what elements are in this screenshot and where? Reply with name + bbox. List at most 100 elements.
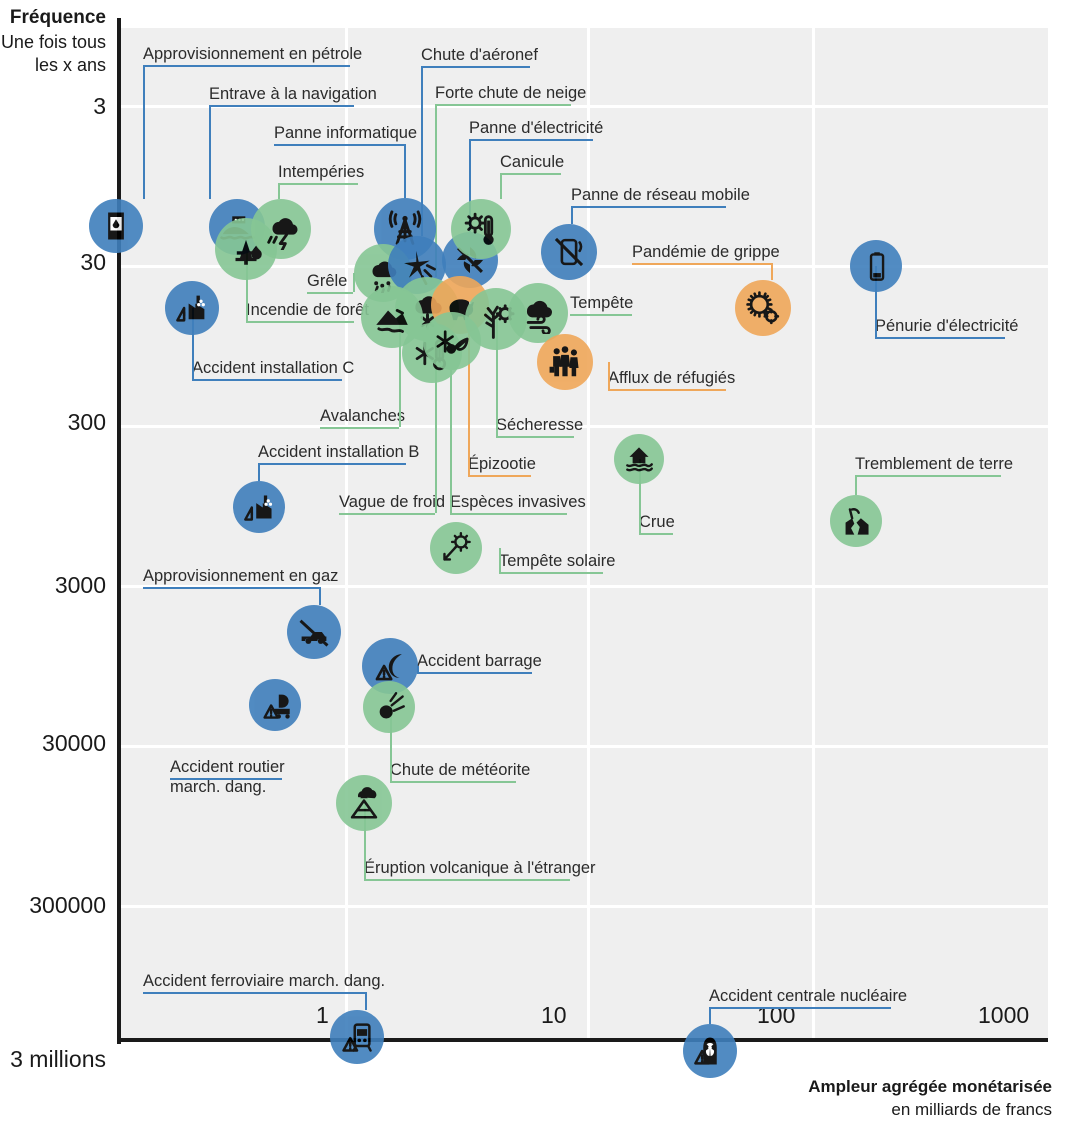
x-tick-3: 1000: [978, 1002, 1030, 1028]
x-tick-0: 1: [316, 1002, 329, 1028]
dam-accident-icon: [375, 654, 402, 681]
callout-label: Tempête solaire: [499, 552, 616, 570]
callout-label: Panne d'électricité: [469, 119, 604, 137]
flood-house-icon: [626, 447, 653, 472]
x-axis-subtitle: en milliards de francs: [891, 1099, 1052, 1119]
rail-hazmat-accident-icon: [342, 1023, 372, 1052]
y-tick-4: 30000: [42, 730, 106, 756]
road-hazmat-accident-icon: [262, 694, 290, 719]
bubble-tremblement-de-terre[interactable]: [830, 495, 882, 547]
y-tick-5: 300000: [29, 892, 106, 918]
windstorm-icon: [526, 300, 552, 334]
callout-label: Incendie de forêt: [246, 301, 369, 319]
nuclear-plant-accident-icon: [694, 1037, 717, 1065]
callout-label: Tempête: [570, 294, 634, 312]
callout-label: Grêle: [307, 272, 348, 290]
battery-low-icon: [869, 251, 884, 281]
x-axis-title: Ampleur agrégée monétarisée: [808, 1077, 1052, 1096]
bubble-temp-te-solaire[interactable]: [430, 522, 482, 574]
bubble-ruption-volcanique-l-tranger[interactable]: [336, 775, 392, 831]
solar-storm-icon: [442, 531, 471, 561]
y-axis-subtitle-line1: Une fois tous: [0, 31, 106, 52]
avalanche-icon: [376, 308, 408, 333]
callout-label: Canicule: [500, 153, 565, 171]
callout-label: Vague de froid: [339, 493, 446, 511]
gridline-horizontal-3: [120, 105, 1048, 108]
bubble-afflux-de-r-fugi-s[interactable]: [537, 334, 593, 390]
y-tick-1: 30: [80, 249, 106, 275]
virus-icon: [746, 291, 780, 325]
y-tick-6: 3 millions: [10, 1046, 106, 1072]
bubble-accident-installation-b[interactable]: [233, 481, 285, 533]
callout-label: Éruption volcanique à l'étranger: [364, 859, 596, 877]
y-axis-line: [117, 18, 121, 1044]
bubble-approvisionnement-en-gaz[interactable]: [287, 605, 341, 659]
y-axis-subtitle-line2: les x ans: [34, 55, 106, 76]
callout-label: Espèces invasives: [450, 493, 586, 511]
gridline-horizontal-300000: [120, 905, 1048, 908]
gridline-horizontal-300: [120, 425, 1048, 428]
earthquake-icon: [845, 507, 869, 535]
callout-label: Intempéries: [278, 163, 365, 181]
industrial-accident-icon: [176, 295, 205, 322]
bubble-canicule[interactable]: [451, 199, 511, 259]
bubble-accident-installation-c[interactable]: [165, 281, 219, 335]
callout-label: Avalanches: [320, 407, 406, 425]
callout-label: march. dang.: [170, 778, 267, 796]
gridline-horizontal-30000: [120, 745, 1048, 748]
callout-label: Épizootie: [468, 455, 536, 473]
bubble-crue[interactable]: [614, 434, 664, 484]
bubble-chute-de-m-t-orite[interactable]: [363, 681, 415, 733]
y-tick-0: 3: [93, 93, 106, 119]
y-axis-title: Fréquence: [9, 7, 106, 28]
bubble-intemp-ries[interactable]: [251, 199, 311, 259]
bubble-p-nurie-d-lectricit[interactable]: [850, 240, 902, 292]
callout-label: Chute de météorite: [390, 761, 531, 779]
callout-label: Forte chute de neige: [435, 84, 587, 102]
y-tick-2: 300: [67, 409, 106, 435]
callout-label: Sécheresse: [496, 416, 584, 434]
bubble-temp-te[interactable]: [508, 283, 568, 343]
plot-area: [120, 28, 1048, 1040]
bubble-pand-mie-de-grippe[interactable]: [735, 280, 791, 336]
callout-label: Accident installation C: [192, 359, 355, 377]
refugees-icon: [549, 346, 579, 377]
mobile-network-outage-icon: [554, 237, 584, 267]
callout-label: Accident barrage: [417, 652, 542, 670]
callout-label: Pénurie d'électricité: [875, 317, 1019, 335]
callout-label: Afflux de réfugiés: [608, 369, 736, 387]
callout-label: Pandémie de grippe: [632, 243, 780, 261]
x-tick-1: 10: [541, 1002, 567, 1028]
bubble-accident-ferroviaire-march-dang[interactable]: [330, 1010, 384, 1064]
gridline-vertical-100: [812, 28, 815, 1040]
gridline-horizontal-3000: [120, 585, 1048, 588]
x-axis-line: [117, 1038, 1048, 1042]
invasive-species-icon: [436, 329, 468, 354]
y-axis-title-block: Fréquence Une fois tous les x ans: [0, 6, 106, 77]
callout-label: Chute d'aéronef: [421, 46, 538, 64]
x-axis-title-block: Ampleur agrégée monétarisée en milliards…: [660, 1076, 1052, 1122]
meteorite-icon: [379, 691, 405, 718]
bubble-panne-de-r-seau-mobile[interactable]: [541, 224, 597, 280]
callout-label: Approvisionnement en pétrole: [143, 45, 363, 63]
gridline-vertical-10: [587, 28, 590, 1040]
gas-supply-icon: [299, 619, 329, 647]
y-tick-3: 3000: [54, 572, 106, 598]
heatwave-icon: [464, 212, 494, 245]
callout-label: Accident centrale nucléaire: [709, 987, 908, 1005]
bubble-accident-centrale-nucl-aire[interactable]: [683, 1024, 737, 1078]
callout-label: Accident routier: [170, 758, 285, 776]
callout-label: Accident ferroviaire march. dang.: [143, 972, 386, 990]
gridline-vertical-1: [345, 28, 348, 1040]
callout-label: Crue: [639, 513, 675, 531]
bubble-accident-routier-march-dang[interactable]: [249, 679, 301, 731]
callout-label: Accident installation B: [258, 443, 420, 461]
bubble-approvisionnement-en-p-trole[interactable]: [89, 199, 143, 253]
callout-label: Approvisionnement en gaz: [143, 567, 339, 585]
volcano-icon: [350, 787, 378, 819]
bubble-esp-ces-invasives[interactable]: [423, 312, 481, 370]
callout-label: Panne informatique: [274, 124, 418, 142]
callout-label: Tremblement de terre: [855, 455, 1014, 473]
industrial-accident-icon: [243, 494, 272, 521]
